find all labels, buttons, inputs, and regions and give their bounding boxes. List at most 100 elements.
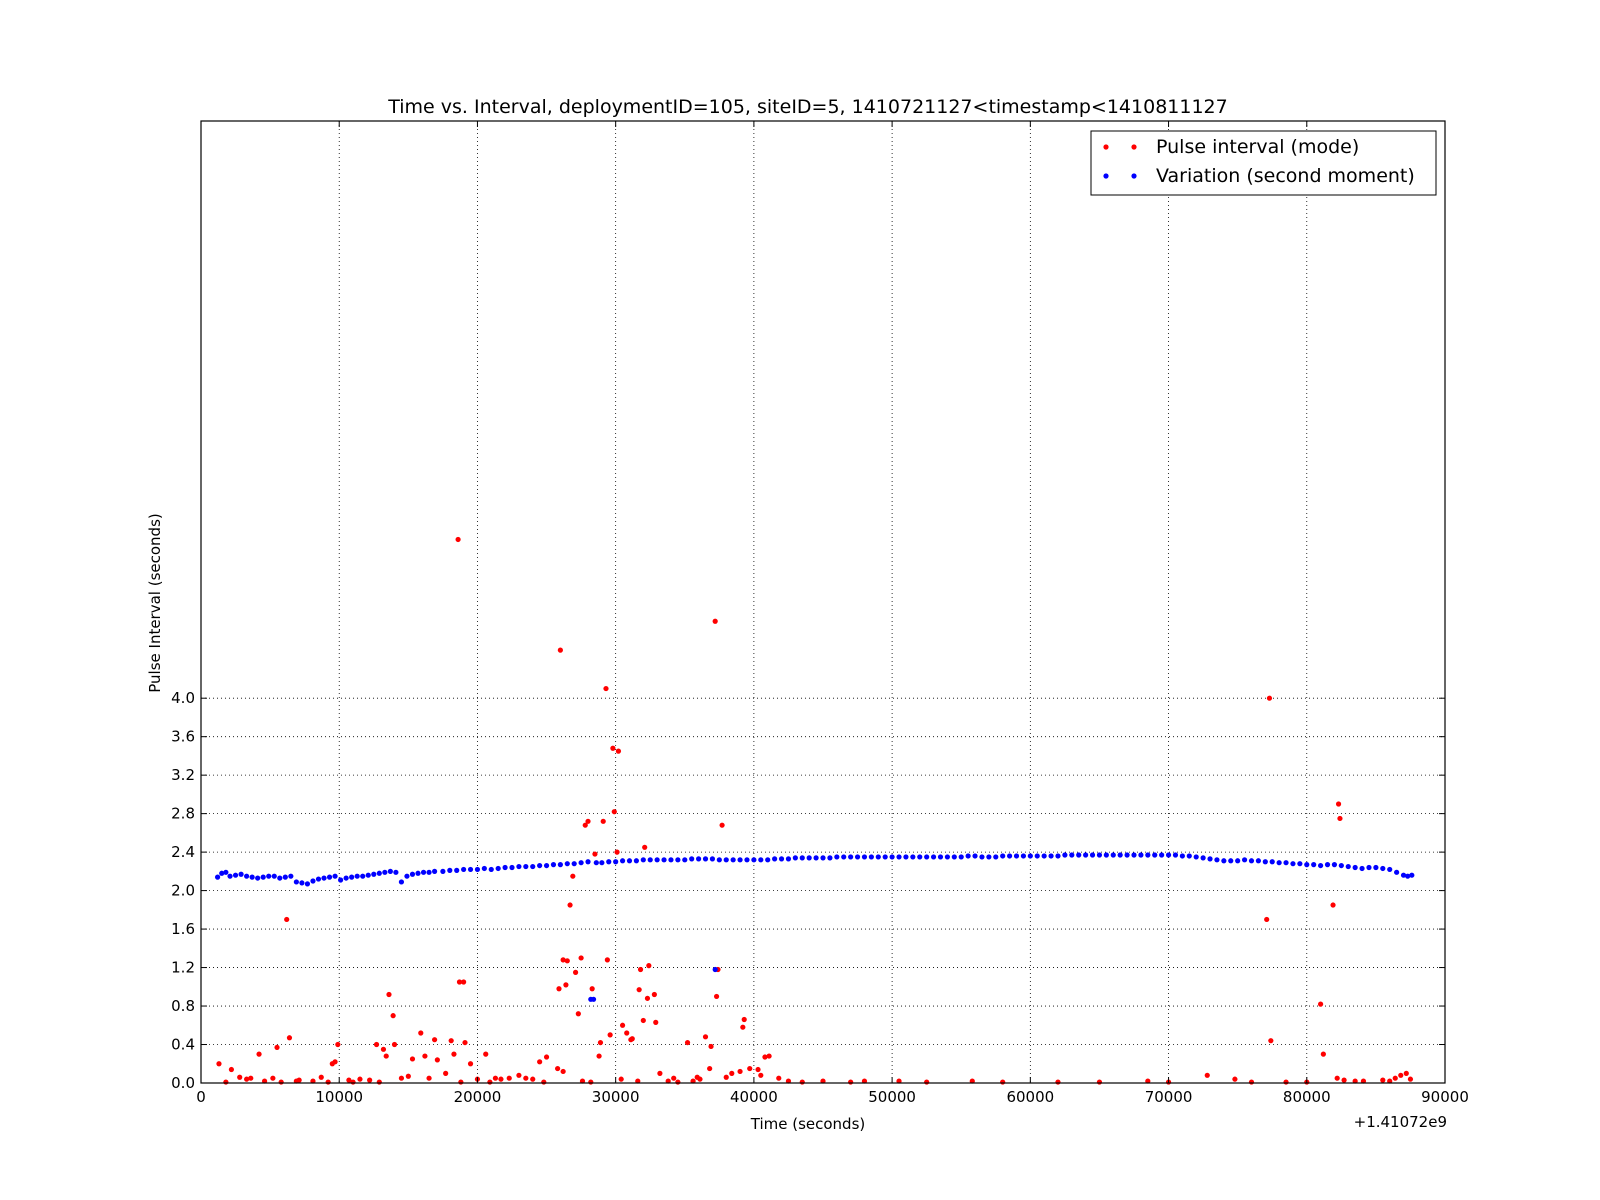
- variation-point: [1255, 858, 1261, 864]
- pulse-interval-point: [628, 1037, 634, 1043]
- variation-point: [712, 966, 718, 973]
- pulse-interval-point: [1232, 1076, 1238, 1082]
- variation-point: [315, 876, 322, 882]
- variation-point: [590, 996, 597, 1002]
- variation-point: [1380, 865, 1386, 872]
- variation-point: [214, 874, 221, 880]
- pulse-interval-point: [380, 1046, 387, 1052]
- variation-point: [1013, 853, 1020, 859]
- pulse-interval-point: [1360, 1078, 1367, 1084]
- pulse-interval-point: [570, 873, 576, 879]
- variation-point: [1034, 853, 1040, 859]
- pulse-interval-point: [604, 957, 610, 963]
- variation-point: [689, 856, 695, 862]
- variation-point: [415, 870, 421, 876]
- pulse-interval-point: [585, 818, 591, 824]
- pulse-interval-point: [1000, 1079, 1006, 1085]
- variation-point: [1235, 858, 1241, 864]
- x-tick-label: 40000: [730, 1088, 778, 1106]
- pulse-interval-point: [596, 1053, 602, 1059]
- chart-title: Time vs. Interval, deploymentID=105, sit…: [387, 96, 1227, 118]
- variation-point: [1069, 852, 1075, 858]
- variation-point: [219, 870, 225, 876]
- pulse-interval-point: [541, 1079, 547, 1085]
- variation-point: [1345, 863, 1351, 870]
- plot-area-frame: [200, 120, 1446, 1084]
- variation-point: [238, 871, 244, 877]
- variation-point: [661, 857, 667, 863]
- variation-point: [806, 855, 812, 861]
- variation-point: [1387, 866, 1393, 873]
- variation-point: [299, 880, 305, 886]
- pulse-interval-point: [426, 1075, 432, 1081]
- variation-point: [1110, 852, 1116, 858]
- pulse-interval-point: [431, 1037, 438, 1043]
- variation-point: [1159, 852, 1165, 858]
- pulse-interval-point: [1204, 1072, 1210, 1078]
- pulse-interval-point: [611, 809, 617, 815]
- pulse-interval-point: [592, 851, 598, 857]
- variation-point: [854, 854, 861, 860]
- variation-point: [696, 856, 702, 862]
- pulse-interval-point: [747, 1065, 753, 1072]
- pulse-interval-point: [467, 1061, 474, 1067]
- variation-point: [875, 854, 881, 860]
- variation-point: [277, 875, 283, 881]
- pulse-interval-point: [755, 1066, 761, 1073]
- variation-point: [1165, 852, 1172, 858]
- pulse-interval-point: [228, 1066, 235, 1073]
- variation-point: [1297, 861, 1303, 867]
- x-tick-label: 20000: [454, 1088, 502, 1106]
- pulse-interval-point: [1096, 1079, 1103, 1085]
- variation-point: [599, 860, 605, 866]
- variation-point: [930, 854, 937, 860]
- pulse-interval-point: [657, 1070, 663, 1076]
- pulse-interval-point: [723, 1074, 729, 1080]
- variation-point: [578, 860, 584, 866]
- variation-point: [1041, 853, 1047, 859]
- pulse-interval-point: [848, 1079, 854, 1085]
- variation-point: [654, 857, 660, 863]
- variation-point: [332, 873, 338, 879]
- pulse-interval-point: [350, 1079, 356, 1085]
- pulse-interval-point: [261, 1078, 268, 1084]
- pulse-interval-point: [762, 1054, 768, 1060]
- pulse-interval-point: [462, 1039, 468, 1046]
- pulse-interval-point: [1248, 1079, 1255, 1085]
- variation-point: [321, 875, 327, 881]
- pulse-interval-point: [1266, 695, 1273, 701]
- pulse-interval-point: [1334, 1075, 1340, 1081]
- variation-point: [488, 866, 494, 873]
- variation-point: [1394, 869, 1400, 875]
- pulse-interval-point: [530, 1076, 536, 1082]
- pulse-interval-point: [1403, 1070, 1409, 1076]
- pulse-interval-point: [1337, 815, 1343, 822]
- pulse-interval-point: [597, 1039, 604, 1046]
- variation-point: [1338, 862, 1344, 869]
- pulse-interval-point: [636, 987, 642, 993]
- variation-point: [343, 875, 349, 881]
- variation-point: [440, 868, 446, 874]
- pulse-interval-point: [487, 1079, 493, 1085]
- pulse-interval-point: [646, 963, 652, 969]
- pulse-interval-point: [697, 1076, 703, 1082]
- variation-point: [709, 856, 716, 862]
- variation-point: [1103, 852, 1109, 858]
- pulse-interval-point: [589, 986, 595, 992]
- variation-point: [516, 863, 522, 870]
- variation-point: [1262, 859, 1268, 865]
- pulse-interval-point: [458, 1079, 464, 1085]
- pulse-interval-point: [346, 1077, 352, 1083]
- variation-point: [1283, 860, 1289, 866]
- pulse-interval-point: [418, 1030, 424, 1036]
- y-tick-label: 1.2: [171, 959, 195, 977]
- variation-point: [1318, 862, 1324, 869]
- variation-point: [1062, 852, 1068, 858]
- pulse-interval-point: [318, 1074, 324, 1080]
- pulse-interval-point: [729, 1070, 735, 1076]
- pulse-interval-point: [560, 1068, 566, 1075]
- pulse-interval-point: [391, 1041, 398, 1048]
- variation-point: [834, 854, 840, 860]
- pulse-interval-point: [1341, 1077, 1347, 1083]
